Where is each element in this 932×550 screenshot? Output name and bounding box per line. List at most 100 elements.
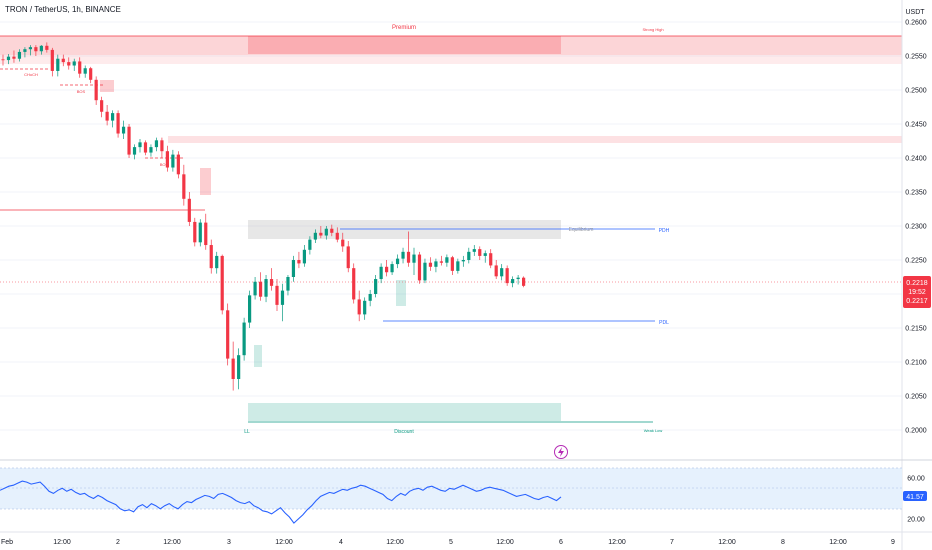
candle-body <box>34 47 38 52</box>
candle-body <box>412 254 416 263</box>
candle-body <box>215 255 219 269</box>
candle <box>171 149 175 172</box>
candle <box>346 240 350 273</box>
candle-body <box>368 294 372 301</box>
candle-body <box>12 56 16 59</box>
candle <box>313 229 317 243</box>
candle-body <box>6 56 11 61</box>
price-tick-label: 0.2300 <box>905 224 927 231</box>
candle-body <box>434 261 438 267</box>
candle <box>187 192 191 226</box>
candle-body <box>28 47 32 50</box>
candle <box>94 76 98 105</box>
candle <box>17 49 22 62</box>
candle <box>374 274 378 298</box>
time-tick-label: 12:00 <box>718 539 736 546</box>
candle <box>319 226 323 239</box>
time-tick-label: 12:00 <box>829 539 847 546</box>
candle <box>149 144 153 157</box>
candle-body <box>72 61 76 66</box>
candle <box>204 213 208 250</box>
countdown-label: 19:52 <box>908 289 926 296</box>
candle-body <box>154 140 159 148</box>
candle-body <box>132 147 137 155</box>
candle-body <box>17 51 22 59</box>
candle <box>89 66 93 84</box>
candle-body <box>417 254 422 281</box>
candle-body <box>171 154 175 168</box>
candle-body <box>149 147 153 153</box>
candle-body <box>511 279 515 284</box>
candle-body <box>138 142 142 148</box>
candle-body <box>450 257 454 271</box>
candle-body <box>291 260 296 277</box>
price-axis[interactable]: 0.2600 0.2550 0.2500 0.2450 0.2400 0.2350 0.23… <box>901 0 927 550</box>
candle <box>50 47 54 77</box>
time-tick-label: 3 <box>227 539 231 546</box>
candle-body <box>374 279 378 294</box>
candle <box>121 120 126 139</box>
time-tick-label: 12:00 <box>275 539 293 546</box>
candle-body <box>100 100 104 112</box>
fvg-box-2 <box>254 345 262 367</box>
price-tick-label: 0.2450 <box>905 122 927 129</box>
rsi-value-tag: 41.57 <box>903 491 927 501</box>
candle-body <box>67 62 71 66</box>
candle-body <box>121 126 126 134</box>
time-axis[interactable]: Feb 12:00 2 12:00 3 12:00 4 12:00 5 12:00 6 12:00 7 1… <box>1 539 895 546</box>
candle <box>302 245 306 267</box>
candle-body <box>193 221 197 243</box>
candle <box>461 255 465 267</box>
candle-body <box>78 61 82 74</box>
candle-body <box>50 49 54 71</box>
candle <box>280 283 285 322</box>
candle <box>363 297 367 320</box>
candle-body <box>423 262 427 281</box>
candle-body <box>160 140 164 152</box>
rsi-pane <box>0 467 902 524</box>
pdl-label: PDL <box>659 320 669 326</box>
rsi-line <box>0 480 562 524</box>
candle <box>439 255 443 266</box>
ob-box-2 <box>200 168 211 195</box>
candle <box>12 50 16 63</box>
price-tick-label: 0.2550 <box>905 54 927 61</box>
candle-body <box>522 277 526 286</box>
candle-body <box>61 58 65 63</box>
candle <box>500 264 504 281</box>
candle <box>56 54 60 77</box>
candle <box>258 272 263 301</box>
supply-zone-245 <box>168 136 902 143</box>
discount-zone <box>248 403 561 421</box>
candle <box>67 57 71 70</box>
candle-body <box>248 295 252 323</box>
candle-body <box>363 300 367 315</box>
candle-body <box>143 142 148 153</box>
candle <box>324 226 328 240</box>
candle <box>39 45 43 55</box>
premium-zone-core <box>248 36 561 54</box>
candle <box>242 317 246 361</box>
candle <box>23 47 27 58</box>
candle <box>34 45 38 56</box>
equilibrium-zone <box>248 220 561 239</box>
time-tick-label: 5 <box>449 539 453 546</box>
candle <box>335 227 339 243</box>
candle-body <box>89 68 93 80</box>
last-price-label: 0.2218 <box>906 280 928 287</box>
tradingview-logo-icon <box>554 445 568 459</box>
candle <box>160 137 164 158</box>
candle <box>450 255 454 275</box>
candle-body <box>500 268 504 277</box>
strong-high-label: Strong High <box>642 27 663 32</box>
price-tick-label: 0.2400 <box>905 156 927 163</box>
candle-body <box>209 245 213 269</box>
candle <box>412 247 416 275</box>
candle-body <box>456 261 460 271</box>
candle <box>395 254 400 269</box>
candle-body <box>341 239 345 247</box>
candle <box>445 254 449 267</box>
candle <box>111 110 115 128</box>
candle-body <box>56 58 60 71</box>
